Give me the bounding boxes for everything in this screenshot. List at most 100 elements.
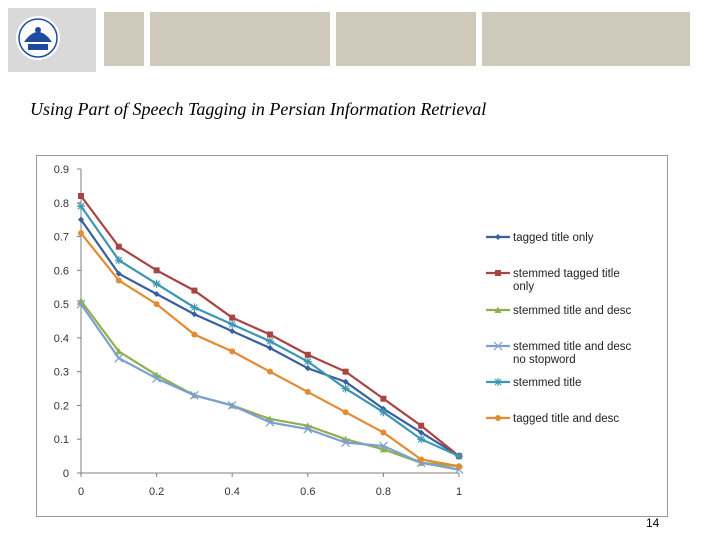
y-tick-label: 0.3	[54, 367, 69, 379]
data-point	[228, 320, 237, 329]
y-tick-label: 0.1	[54, 434, 69, 446]
data-point	[229, 348, 236, 355]
x-tick-label: 1	[456, 486, 462, 498]
header-banner	[0, 0, 720, 78]
y-tick-label: 0.6	[54, 265, 69, 277]
data-point	[304, 365, 311, 372]
y-tick-label: 0.8	[54, 198, 69, 210]
chart-container: 0 0.1 0.2 0.3 0.4 0.5 0.6 0.7 0.8 0.9 0 0.2 0.4 0.6 0…	[36, 155, 668, 517]
data-point	[115, 243, 122, 250]
legend-item: stemmed title	[486, 377, 581, 389]
data-point	[152, 279, 161, 288]
legend-label: stemmed title	[513, 377, 581, 389]
legend-item: stemmed tagged title only	[486, 268, 620, 293]
data-point	[152, 373, 162, 383]
data-point	[114, 256, 123, 265]
data-point	[77, 202, 85, 211]
data-point	[418, 456, 425, 463]
data-point	[227, 401, 237, 410]
x-tick-label: 0.6	[300, 486, 315, 498]
data-point	[191, 331, 198, 338]
legend-marker	[495, 234, 501, 240]
data-point	[379, 408, 388, 417]
data-point	[303, 424, 313, 434]
data-point	[456, 463, 462, 470]
data-point	[380, 429, 387, 436]
data-point	[78, 230, 84, 237]
data-point	[303, 357, 312, 366]
y-tick-label: 0.7	[54, 232, 69, 244]
data-point	[265, 417, 275, 427]
data-point	[78, 193, 84, 200]
legend-item: tagged title and desc	[486, 413, 619, 425]
data-point	[267, 368, 273, 375]
world-map-strip	[104, 12, 144, 66]
data-point	[380, 395, 387, 402]
data-point	[229, 328, 236, 335]
data-point	[115, 270, 122, 277]
x-tick-label: 0.2	[149, 486, 164, 498]
series-4	[77, 202, 463, 461]
data-point	[153, 267, 160, 274]
legend-label: tagged title and desc	[513, 413, 619, 425]
slide-title: Using Part of Speech Tagging in Persian …	[30, 99, 487, 119]
world-map-strip	[150, 12, 330, 66]
data-point	[418, 429, 425, 436]
y-tick-label: 0.4	[54, 333, 69, 345]
y-tick-label: 0	[63, 468, 69, 480]
data-point	[455, 452, 463, 461]
data-point	[78, 216, 84, 223]
data-point	[266, 337, 274, 346]
legend-label: stemmed title and desc	[513, 305, 632, 317]
data-point	[341, 438, 351, 448]
legend-label: tagged title only	[513, 232, 594, 244]
data-point	[342, 368, 349, 375]
data-point	[342, 378, 349, 385]
data-point	[417, 435, 426, 444]
data-point	[189, 390, 199, 400]
data-point	[153, 301, 160, 308]
data-point	[229, 314, 236, 321]
data-point	[267, 345, 273, 352]
chart-frame	[36, 155, 668, 517]
data-point	[191, 287, 198, 294]
data-point	[304, 388, 311, 395]
legend-item: tagged title only	[486, 232, 594, 244]
data-point	[190, 303, 199, 312]
data-point	[341, 384, 350, 393]
legend-marker	[494, 306, 502, 313]
legend-marker	[495, 270, 501, 276]
data-point	[76, 299, 86, 309]
x-tick-label: 0.4	[225, 486, 240, 498]
data-point	[191, 311, 198, 318]
legend-item: stemmed title and desc	[486, 305, 632, 317]
data-point	[115, 277, 122, 284]
legend-label: stemmed tagged title only	[513, 268, 620, 293]
data-point	[153, 290, 160, 297]
data-point	[304, 351, 311, 358]
university-logo-icon	[16, 16, 60, 60]
y-tick-label: 0.2	[54, 400, 69, 412]
x-tick-label: 0	[78, 486, 84, 498]
series-1	[78, 193, 462, 460]
y-tick-label: 0.5	[54, 299, 69, 311]
x-tick-label: 0.8	[376, 486, 391, 498]
legend-marker	[495, 415, 501, 421]
y-tick-label: 0.9	[54, 164, 69, 176]
data-point	[378, 441, 388, 451]
data-point	[114, 353, 124, 363]
series-5	[78, 230, 462, 470]
line-chart: 0 0.1 0.2 0.3 0.4 0.5 0.6 0.7 0.8 0.9 0 0.2 0.4 0.6 0…	[36, 155, 668, 517]
data-point	[267, 331, 273, 338]
data-point	[379, 445, 387, 453]
data-point	[418, 422, 425, 429]
page-number: 14	[646, 516, 660, 530]
world-map-strip	[336, 12, 476, 66]
legend-marker	[494, 378, 502, 386]
legend-item: stemmed title and desc no stopword	[486, 341, 632, 366]
legend-marker	[493, 341, 503, 351]
legend-label: stemmed title and desc no stopword	[513, 341, 632, 366]
world-map-strip	[482, 12, 690, 66]
data-point	[342, 409, 349, 416]
data-point	[115, 347, 123, 355]
